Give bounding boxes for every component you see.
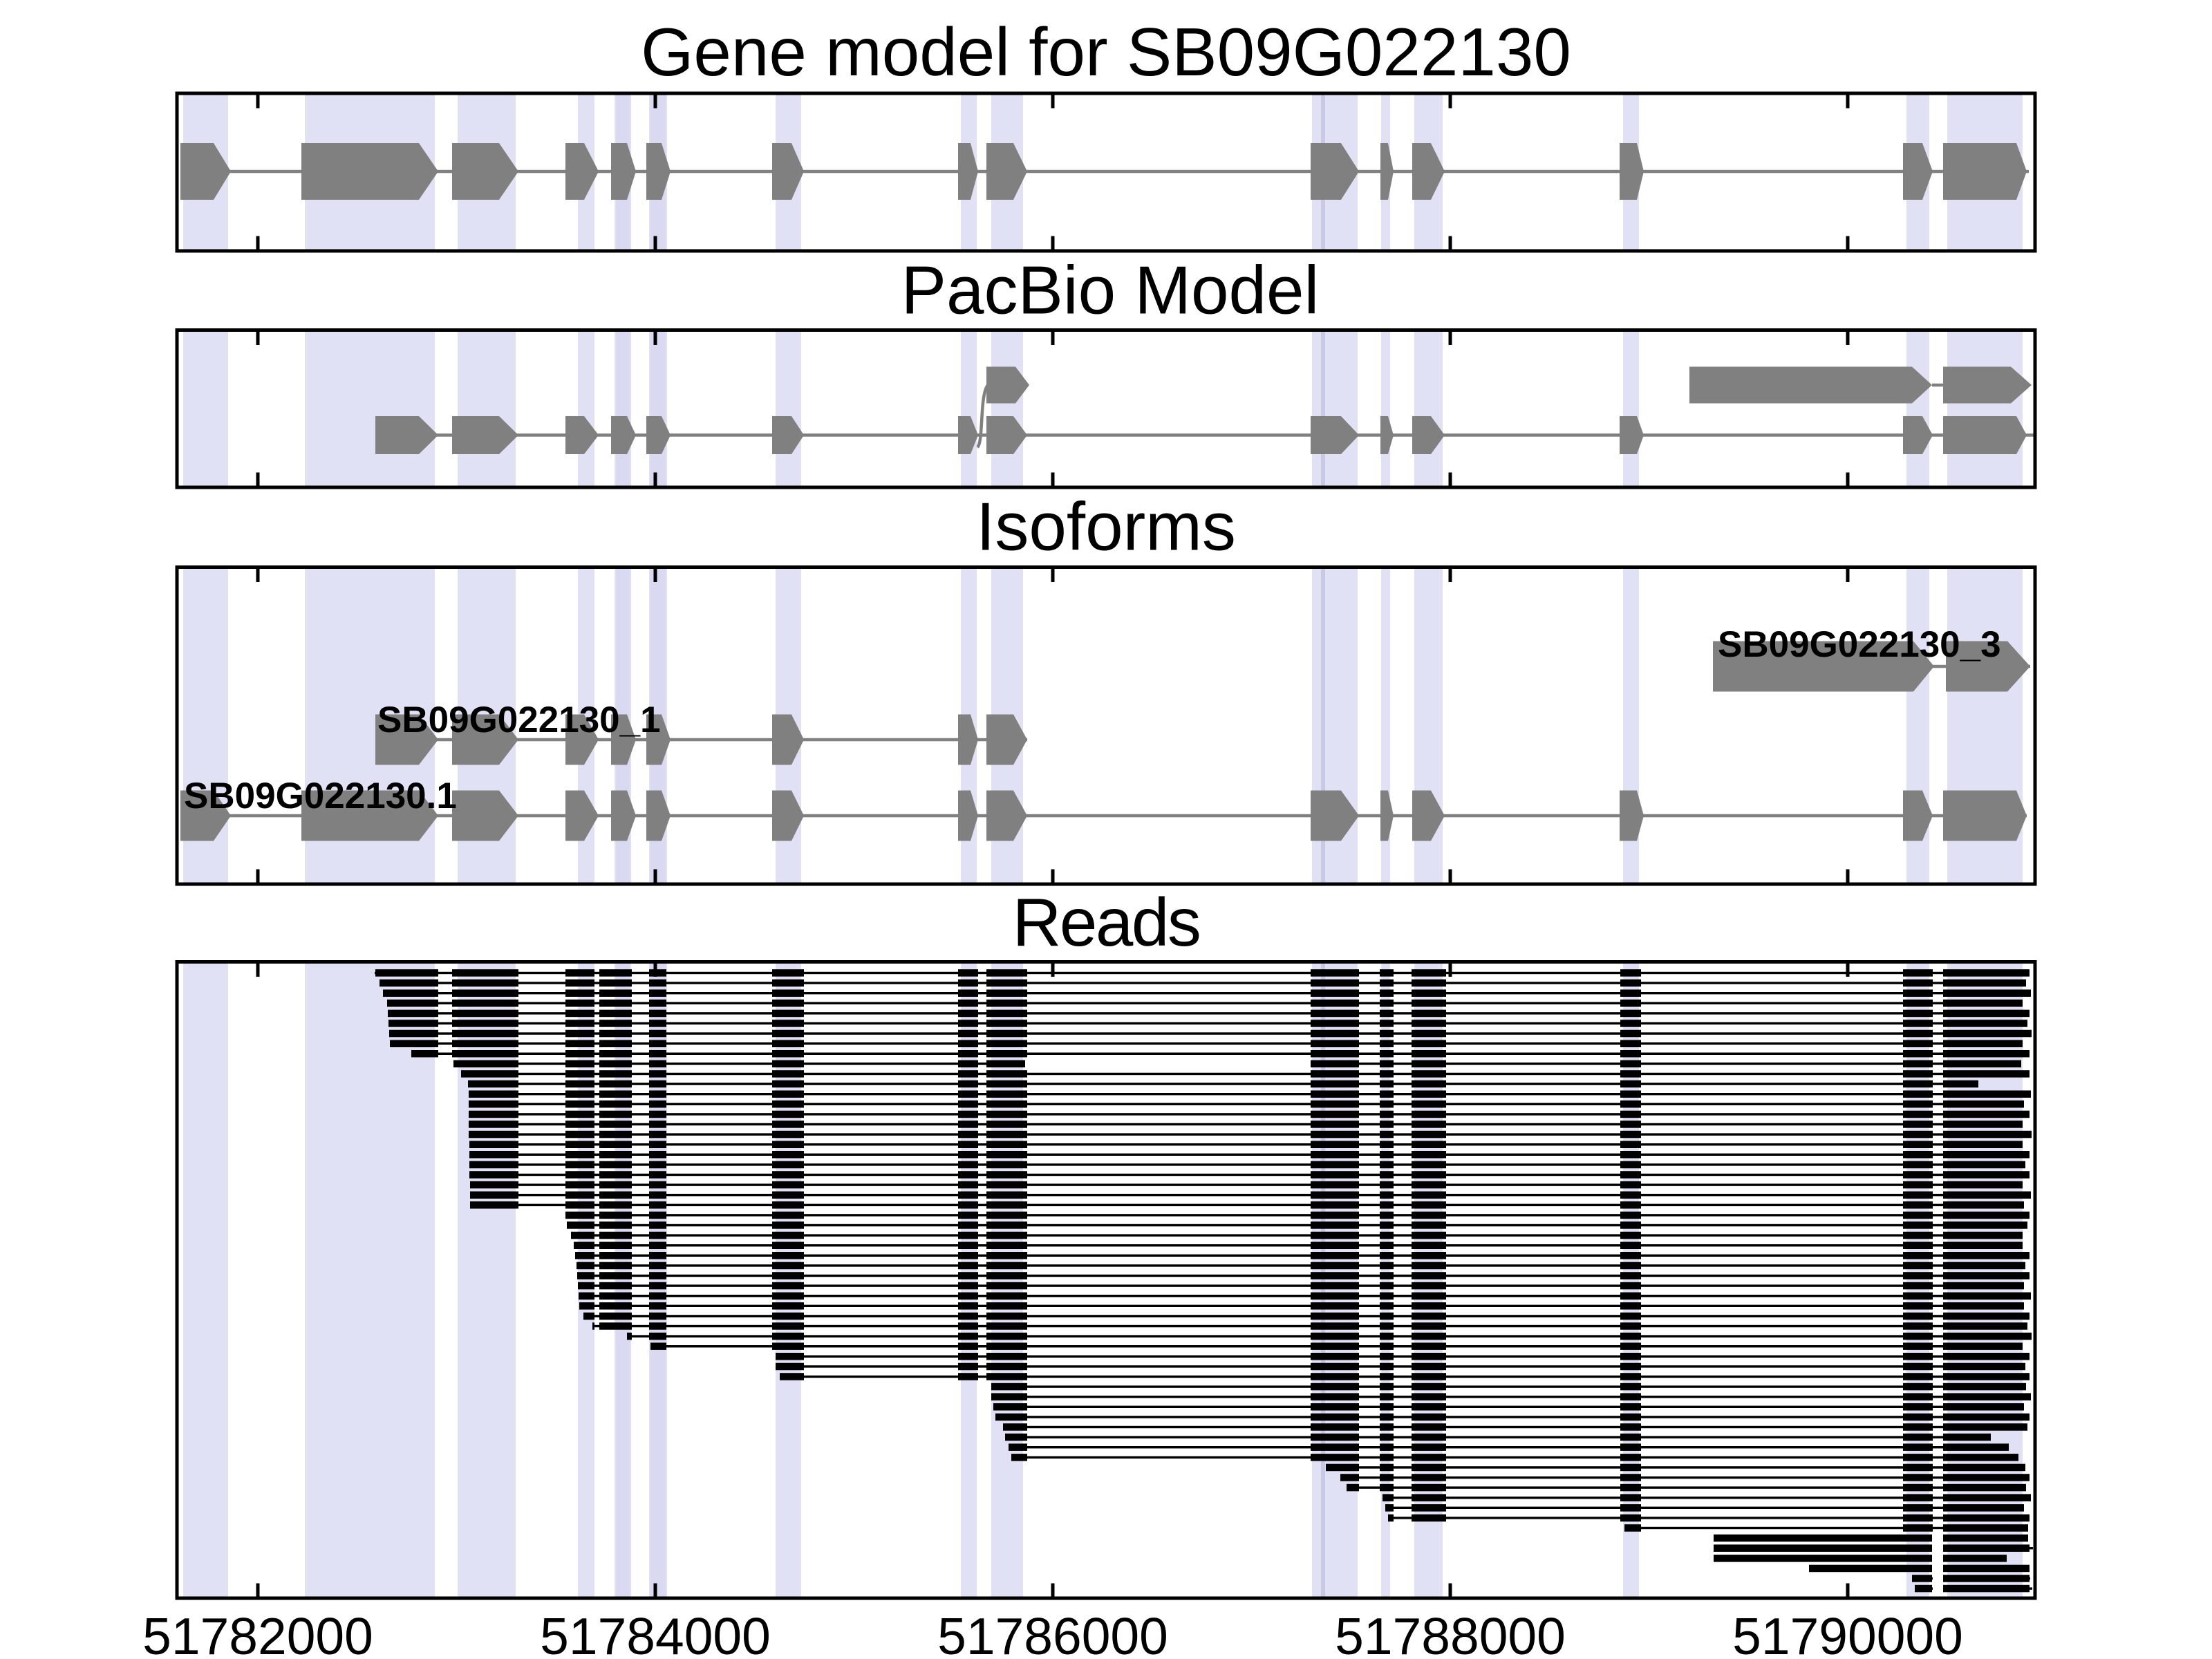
- svg-text:SB09G022130_1: SB09G022130_1: [377, 700, 661, 740]
- svg-text:51782000: 51782000: [142, 1607, 373, 1659]
- svg-text:PacBio Model: PacBio Model: [901, 252, 1320, 328]
- svg-text:51790000: 51790000: [1732, 1607, 1963, 1659]
- svg-text:51786000: 51786000: [937, 1607, 1168, 1659]
- svg-text:SB09G022130_3: SB09G022130_3: [1718, 624, 2001, 665]
- svg-text:51784000: 51784000: [540, 1607, 771, 1659]
- svg-text:Gene model for SB09G022130: Gene model for SB09G022130: [641, 14, 1571, 90]
- svg-text:Reads: Reads: [1013, 884, 1200, 960]
- svg-text:51788000: 51788000: [1335, 1607, 1566, 1659]
- svg-text:SB09G022130.1: SB09G022130.1: [184, 776, 457, 816]
- svg-text:Isoforms: Isoforms: [976, 489, 1236, 565]
